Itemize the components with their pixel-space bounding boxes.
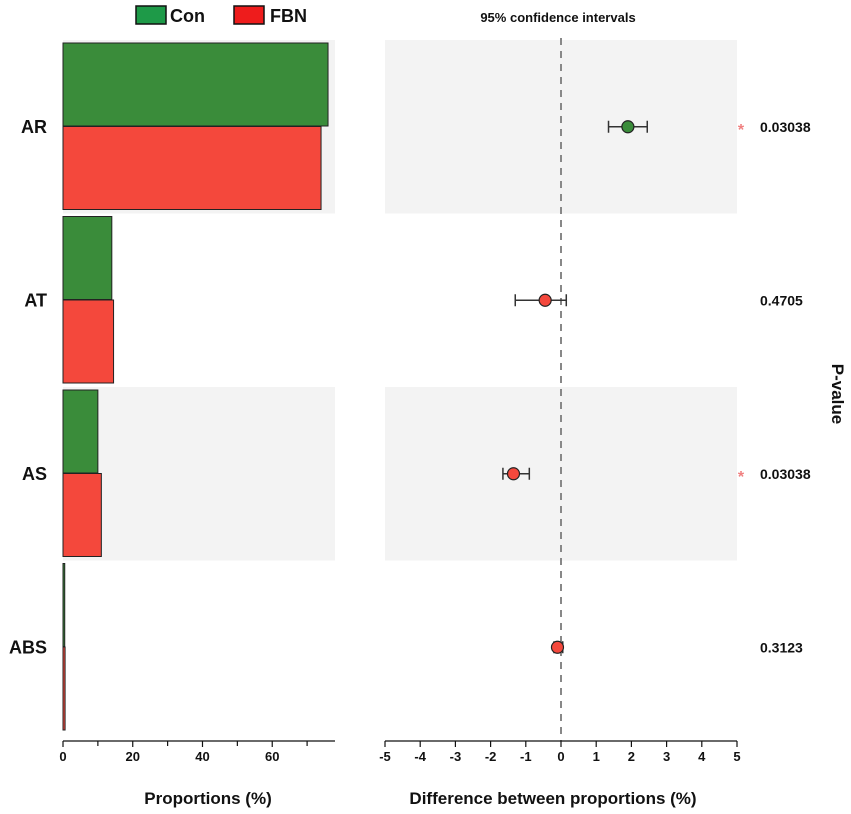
proportions-tick-label-40: 40 bbox=[195, 749, 209, 764]
difference-tick-label-5: 5 bbox=[733, 749, 740, 764]
diff-point-as bbox=[506, 467, 521, 481]
category-label-abs: ABS bbox=[9, 637, 47, 657]
difference-panel: -5 -4 -3 -2 -1 0 1 2 3 4 5 bbox=[379, 38, 741, 764]
p-value-as: 0.03038 bbox=[760, 466, 811, 482]
difference-tick-label-3: 3 bbox=[663, 749, 670, 764]
legend-label-con: Con bbox=[170, 6, 205, 26]
p-value-ar: 0.03038 bbox=[760, 119, 811, 135]
p-value-column: 0.03038 * 0.4705 0.03038 * 0.3123 bbox=[738, 119, 811, 656]
difference-axis-label: Difference between proportions (%) bbox=[409, 789, 696, 808]
proportions-panel: AR AT AS ABS 0 20 40 60 bbox=[9, 42, 335, 764]
bar-con-ar bbox=[62, 42, 329, 127]
legend-label-fbn: FBN bbox=[270, 6, 307, 26]
difference-tick-label-3: -3 bbox=[450, 749, 462, 764]
difference-tick-label-2: 2 bbox=[628, 749, 635, 764]
difference-tick-label-1: -1 bbox=[520, 749, 532, 764]
difference-tick-label-1: 1 bbox=[593, 749, 600, 764]
category-label-ar: AR bbox=[21, 117, 47, 137]
difference-tick-label-2: -2 bbox=[485, 749, 497, 764]
bar-fbn-as bbox=[62, 473, 102, 557]
diff-point-ar bbox=[621, 120, 635, 134]
difference-tick-label-5: -5 bbox=[379, 749, 391, 764]
diff-point-abs bbox=[550, 640, 565, 654]
bar-con-as bbox=[62, 389, 99, 474]
row-band-left-as bbox=[63, 387, 335, 561]
bar-con-at bbox=[62, 216, 113, 300]
legend-swatch-fbn bbox=[233, 5, 265, 25]
proportions-axis-label: Proportions (%) bbox=[144, 789, 272, 808]
difference-tick-label-4: -4 bbox=[414, 749, 426, 764]
significance-star-ar: * bbox=[738, 122, 745, 139]
p-value-at: 0.4705 bbox=[760, 292, 803, 308]
bar-con-abs bbox=[62, 563, 66, 647]
diff-point-at bbox=[538, 293, 552, 307]
difference-tick-label-0: 0 bbox=[557, 749, 564, 764]
proportions-tick-label-0: 0 bbox=[59, 749, 66, 764]
bar-fbn-at bbox=[62, 299, 115, 384]
legend: Con FBN bbox=[135, 5, 307, 26]
proportions-tick-label-20: 20 bbox=[126, 749, 140, 764]
category-label-at: AT bbox=[24, 290, 47, 310]
difference-tick-label-4: 4 bbox=[698, 749, 706, 764]
category-label-as: AS bbox=[22, 464, 47, 484]
bar-fbn-abs bbox=[62, 646, 66, 731]
chart-title: 95% confidence intervals bbox=[480, 10, 635, 25]
bar-fbn-ar bbox=[62, 126, 322, 210]
significance-star-as: * bbox=[738, 469, 745, 486]
p-value-abs: 0.3123 bbox=[760, 639, 803, 655]
legend-swatch-con bbox=[135, 5, 167, 25]
p-value-axis-label: P-value bbox=[828, 364, 847, 424]
proportions-tick-label-60: 60 bbox=[265, 749, 279, 764]
